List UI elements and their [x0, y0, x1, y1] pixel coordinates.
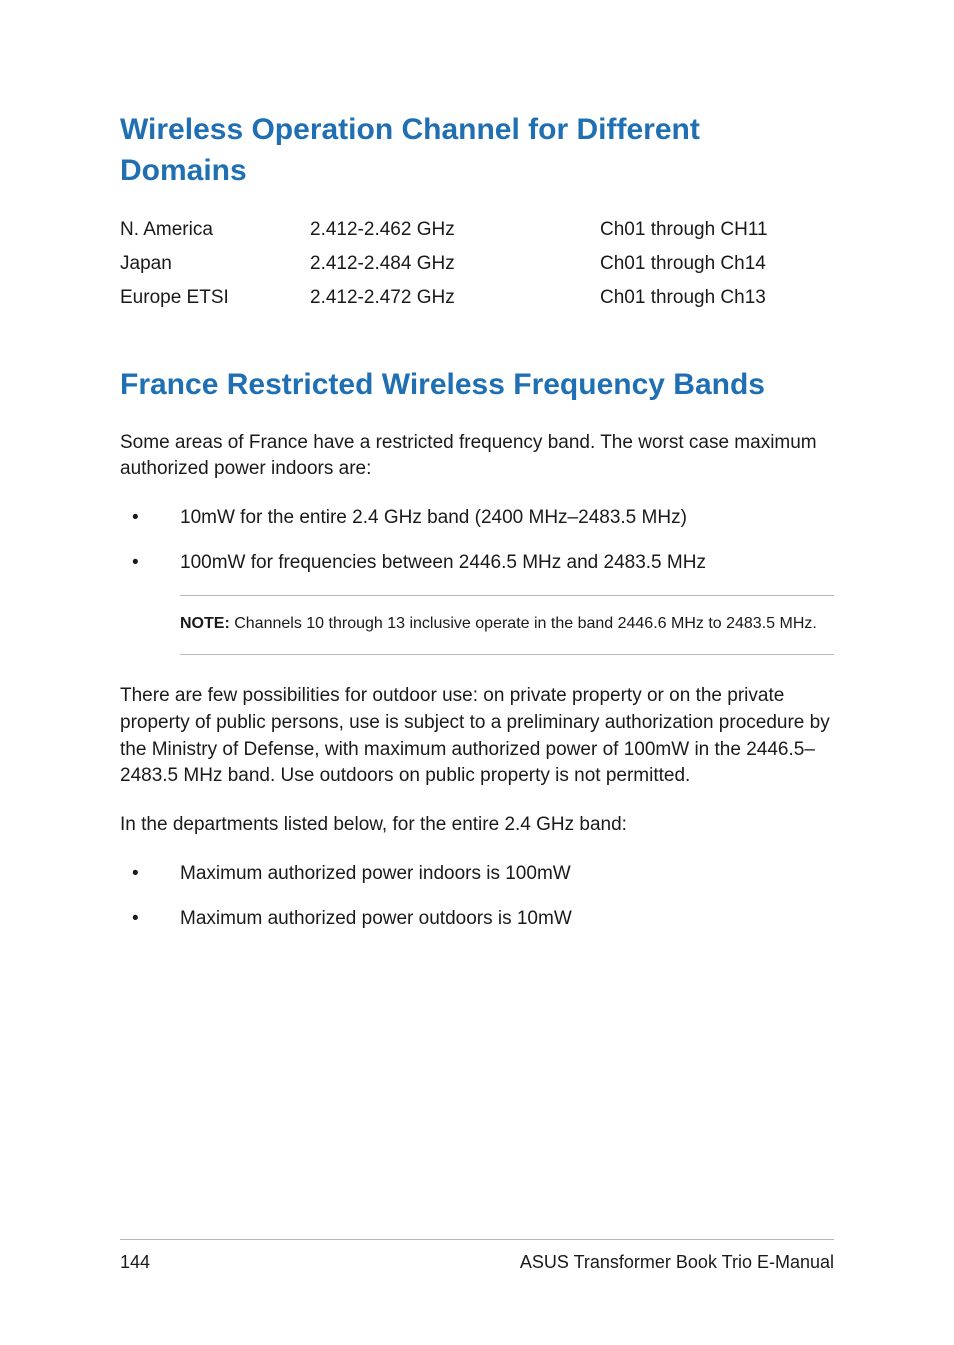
- domain-channel-table: N. America 2.412-2.462 GHz Ch01 through …: [120, 213, 834, 315]
- document-title: ASUS Transformer Book Trio E-Manual: [520, 1252, 834, 1273]
- list-item: Maximum authorized power indoors is 100m…: [120, 861, 834, 888]
- france-bullets-1: 10mW for the entire 2.4 GHz band (2400 M…: [120, 505, 834, 577]
- cell-region: N. America: [120, 219, 310, 241]
- list-item: Maximum authorized power outdoors is 10m…: [120, 906, 834, 933]
- table-row: Japan 2.412-2.484 GHz Ch01 through Ch14: [120, 247, 834, 281]
- note-box: NOTE: Channels 10 through 13 inclusive o…: [180, 595, 834, 654]
- page-footer: 144 ASUS Transformer Book Trio E-Manual: [120, 1239, 834, 1273]
- table-row: N. America 2.412-2.462 GHz Ch01 through …: [120, 213, 834, 247]
- note-text: Channels 10 through 13 inclusive operate…: [230, 615, 817, 632]
- cell-channels: Ch01 through Ch13: [560, 287, 834, 309]
- cell-frequency: 2.412-2.462 GHz: [310, 219, 560, 241]
- cell-region: Japan: [120, 253, 310, 275]
- cell-channels: Ch01 through CH11: [560, 219, 834, 241]
- footer-rule: [120, 1239, 834, 1240]
- france-intro: Some areas of France have a restricted f…: [120, 430, 834, 484]
- page-content: Wireless Operation Channel for Different…: [0, 0, 954, 933]
- france-para-departments: In the departments listed below, for the…: [120, 812, 834, 839]
- note-label: NOTE:: [180, 615, 230, 632]
- cell-frequency: 2.412-2.472 GHz: [310, 287, 560, 309]
- heading-france-bands: France Restricted Wireless Frequency Ban…: [120, 365, 834, 406]
- france-para-outdoor: There are few possibilities for outdoor …: [120, 683, 834, 791]
- page-number: 144: [120, 1252, 150, 1273]
- list-item: 10mW for the entire 2.4 GHz band (2400 M…: [120, 505, 834, 532]
- list-item: 100mW for frequencies between 2446.5 MHz…: [120, 550, 834, 577]
- france-bullets-2: Maximum authorized power indoors is 100m…: [120, 861, 834, 933]
- cell-frequency: 2.412-2.484 GHz: [310, 253, 560, 275]
- cell-region: Europe ETSI: [120, 287, 310, 309]
- table-row: Europe ETSI 2.412-2.472 GHz Ch01 through…: [120, 281, 834, 315]
- cell-channels: Ch01 through Ch14: [560, 253, 834, 275]
- heading-wireless-domains: Wireless Operation Channel for Different…: [120, 110, 834, 191]
